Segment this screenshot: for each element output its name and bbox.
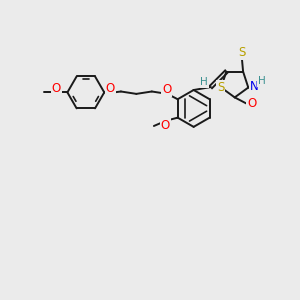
Text: O: O: [106, 82, 115, 95]
Text: O: O: [52, 82, 61, 95]
Text: S: S: [217, 81, 224, 94]
Text: S: S: [238, 46, 245, 59]
Text: N: N: [250, 80, 259, 92]
Text: H: H: [258, 76, 266, 86]
Text: O: O: [247, 97, 256, 110]
Text: H: H: [200, 77, 208, 87]
Text: O: O: [162, 83, 171, 96]
Text: O: O: [160, 119, 170, 132]
